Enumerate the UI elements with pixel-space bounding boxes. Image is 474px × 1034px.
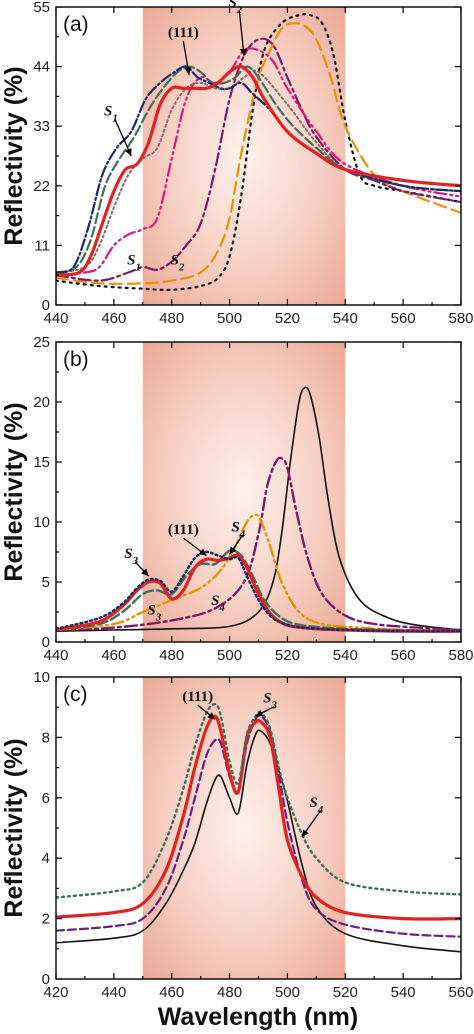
y-tick-label: 6 xyxy=(42,790,50,807)
x-tick-label: 480 xyxy=(159,310,184,327)
y-tick-label: 2 xyxy=(42,911,50,928)
annotation-arrowhead xyxy=(125,148,132,156)
y-tick-label: 5 xyxy=(42,574,50,591)
x-tick-label: 520 xyxy=(275,647,300,664)
y-tick-label: 4 xyxy=(42,850,50,867)
x-tick-label: 560 xyxy=(391,310,416,327)
y-tick-label: 10 xyxy=(33,669,50,686)
series-line-3 xyxy=(56,513,461,633)
panel-label: (b) xyxy=(63,348,89,371)
series-line-4 xyxy=(56,702,461,899)
y-tick-label: 22 xyxy=(33,178,50,195)
annotation-arrowhead xyxy=(255,709,264,717)
panel-label: (a) xyxy=(63,13,89,36)
x-tick-label: 420 xyxy=(43,984,68,1001)
panel-label: (c) xyxy=(63,683,88,706)
y-tick-label: 0 xyxy=(42,634,50,651)
x-tick-label: 540 xyxy=(391,984,416,1001)
x-tick-label: 480 xyxy=(159,647,184,664)
annotation-arrow xyxy=(238,10,245,56)
chart-panel-3: 0 2 4 6 8 10 420 440 460 480 500 520 540 560 Reflectiv… xyxy=(0,669,474,1001)
x-tick-label: 500 xyxy=(217,647,242,664)
series-line-2 xyxy=(56,456,461,632)
x-tick-label: 440 xyxy=(101,984,126,1001)
x-tick-label: 540 xyxy=(333,310,358,327)
x-tick-label: 580 xyxy=(448,647,473,664)
x-tick-label: 580 xyxy=(448,310,473,327)
annotation-arrowhead xyxy=(198,548,207,556)
y-tick-label: 33 xyxy=(33,118,50,135)
x-tick-label: 520 xyxy=(275,310,300,327)
annotation-arrowhead xyxy=(184,67,192,75)
series-line-1 xyxy=(56,13,461,292)
y-tick-label: 0 xyxy=(42,971,50,988)
y-axis-title: Reflectivity (%) xyxy=(0,66,28,245)
y-tick-label: 55 xyxy=(33,0,50,16)
annotation-arrowhead xyxy=(141,568,149,576)
x-tick-label: 440 xyxy=(43,647,68,664)
annotation-label: (111) xyxy=(168,25,199,41)
series-line-4 xyxy=(56,549,461,633)
y-tick-label: 44 xyxy=(33,59,50,76)
x-tick-label: 500 xyxy=(275,984,300,1001)
y-tick-label: 8 xyxy=(42,729,50,746)
x-tick-label: 460 xyxy=(101,310,126,327)
chart-panel-2: 0 5 10 15 20 25 440 460 480 500 520 540 560 580 Reflec… xyxy=(0,334,474,664)
y-axis-title: Reflectivity (%) xyxy=(0,402,28,581)
annotation-arrowhead xyxy=(239,48,247,56)
x-tick-label: 560 xyxy=(391,647,416,664)
series-line-5 xyxy=(56,69,461,274)
series-group xyxy=(56,702,461,953)
shaded-band xyxy=(142,677,346,979)
y-axis-title: Reflectivity (%) xyxy=(0,738,28,917)
x-tick-label: 540 xyxy=(333,647,358,664)
x-tick-label: 480 xyxy=(217,984,242,1001)
x-tick-label: 520 xyxy=(333,984,358,1001)
series-group xyxy=(56,13,461,292)
y-tick-label: 15 xyxy=(33,454,50,471)
x-tick-label: 460 xyxy=(159,984,184,1001)
y-tick-label: 20 xyxy=(33,394,50,411)
y-tick-label: 10 xyxy=(33,514,50,531)
y-tick-label: 11 xyxy=(34,237,50,254)
annotation-label: (111) xyxy=(182,689,213,705)
annotation-label: (111) xyxy=(168,522,199,538)
y-tick-label: 0 xyxy=(42,297,50,314)
x-tick-label: 560 xyxy=(448,984,473,1001)
annotation-arrowhead xyxy=(301,829,309,838)
series-group xyxy=(56,386,461,633)
annotation-arrowhead xyxy=(229,546,237,555)
series-line-2 xyxy=(56,714,461,938)
series-line-6 xyxy=(56,550,461,633)
series-line-8 xyxy=(56,64,461,277)
chart-panel-1: 0 11 22 33 44 55 440 460 480 500 520 540 560 580 Refle… xyxy=(0,0,474,327)
y-tick-label: 25 xyxy=(33,334,50,351)
series-line-2 xyxy=(56,22,461,285)
x-tick-label: 440 xyxy=(43,310,68,327)
x-tick-label: 460 xyxy=(101,647,126,664)
series-line-6 xyxy=(56,65,461,274)
x-axis-title: Wavelength (nm) xyxy=(158,1003,358,1031)
x-tick-label: 500 xyxy=(217,310,242,327)
shaded-band xyxy=(142,342,346,642)
series-line-1 xyxy=(56,386,461,632)
annotation-arrowhead xyxy=(207,712,216,720)
